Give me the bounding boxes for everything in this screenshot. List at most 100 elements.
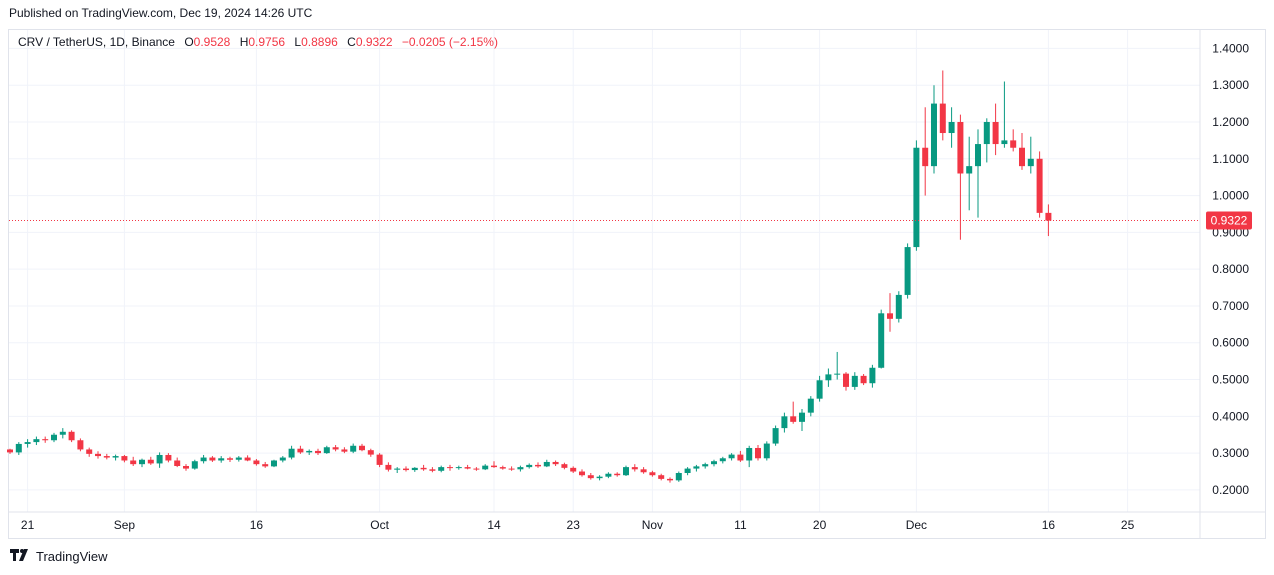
candle-body <box>359 445 365 451</box>
candle-body <box>77 440 84 450</box>
candle-body <box>306 450 313 453</box>
candle-body <box>623 467 629 476</box>
candle-body <box>464 467 471 469</box>
candle-body <box>526 464 533 468</box>
candle-body <box>640 469 647 473</box>
candle-body <box>675 472 682 481</box>
candle-body <box>543 461 550 467</box>
close-label: C <box>347 35 356 49</box>
candle-body <box>737 454 744 461</box>
candle-body <box>209 457 216 461</box>
low-label: L <box>294 35 302 49</box>
candle-body <box>191 461 198 469</box>
candle-body <box>271 460 277 467</box>
y-tick-label: 1.0000 <box>1212 189 1249 203</box>
candle-body <box>218 458 225 461</box>
candle-body <box>913 147 920 248</box>
candle-body <box>24 442 31 444</box>
candle-body <box>631 467 638 470</box>
candle-body <box>350 445 357 452</box>
candle-body <box>948 121 955 134</box>
candle-body <box>614 473 621 476</box>
candle-body <box>957 121 964 174</box>
y-tick-label: 0.4000 <box>1212 409 1249 423</box>
symbol-title[interactable]: CRV / TetherUS, 1D, Binance <box>18 35 175 49</box>
open-label: O <box>184 35 194 49</box>
x-tick-label: Nov <box>642 518 663 532</box>
candle-body <box>605 473 612 477</box>
x-tick-label: 23 <box>567 518 581 532</box>
candle-body <box>315 450 321 454</box>
candle-body <box>15 443 22 453</box>
candle-body <box>746 447 753 461</box>
candle-body <box>147 459 154 464</box>
candle-body <box>473 468 480 470</box>
last-price-badge <box>1206 211 1252 230</box>
candle-body <box>95 453 101 457</box>
candle-body <box>288 448 295 458</box>
candle-body <box>843 373 849 387</box>
candle-body <box>904 247 911 295</box>
y-tick-label: 1.4000 <box>1212 41 1249 55</box>
candle-body <box>966 166 973 174</box>
x-tick-label: 11 <box>734 518 747 532</box>
candle-body <box>447 467 453 469</box>
y-tick-label: 1.2000 <box>1212 115 1249 129</box>
candle-body <box>763 443 770 459</box>
candle-body <box>895 294 902 319</box>
candle-body <box>579 471 585 476</box>
candle-body <box>684 468 691 473</box>
candle-body <box>183 466 189 469</box>
candle-body <box>508 468 515 470</box>
symbol-legend: CRV / TetherUS, 1D, Binance O0.9528 H0.9… <box>18 35 498 49</box>
candle-body <box>130 460 137 465</box>
candle-body <box>860 375 867 384</box>
candle-body <box>1010 140 1017 148</box>
candle-body <box>658 475 665 479</box>
y-tick-label: 1.1000 <box>1212 152 1249 166</box>
candle-body <box>438 467 445 471</box>
candle-body <box>121 456 128 461</box>
footer-brand[interactable]: TradingView <box>10 549 108 564</box>
candle-body <box>719 458 726 462</box>
candle-body <box>341 449 348 452</box>
x-tick-label: 16 <box>250 518 264 532</box>
candle-body <box>834 373 841 375</box>
high-label: H <box>239 35 249 49</box>
candle-body <box>262 464 269 467</box>
x-tick-label: 21 <box>21 518 35 532</box>
x-tick-label: Oct <box>370 518 389 532</box>
candle-body <box>429 469 436 471</box>
candle-body <box>878 313 885 368</box>
last-price-label: 0.9322 <box>1211 214 1248 228</box>
candle-body <box>59 431 66 435</box>
candle-body <box>297 448 304 453</box>
candle-body <box>728 454 735 459</box>
candle-body <box>1027 158 1034 167</box>
published-line: Published on TradingView.com, Dec 19, 20… <box>9 6 313 20</box>
candle-body <box>922 147 929 167</box>
candle-body <box>1019 147 1025 167</box>
candle-body <box>103 456 110 458</box>
candle-body <box>1036 158 1043 213</box>
candle-body <box>939 103 946 134</box>
candle-body <box>86 449 93 454</box>
high-value: 0.9756 <box>248 35 286 49</box>
candle-body <box>200 457 207 462</box>
candle-body <box>68 431 75 441</box>
candle-body <box>33 439 40 443</box>
y-tick-label: 0.2000 <box>1212 483 1249 497</box>
x-tick-label: Sep <box>114 518 136 532</box>
candle-body <box>816 380 823 399</box>
candle-body <box>139 459 145 465</box>
candle-body <box>711 461 717 465</box>
tradingview-logo-icon <box>10 549 32 564</box>
candle-body <box>156 454 163 464</box>
candle-body <box>235 457 242 460</box>
candle-body <box>517 467 524 470</box>
candle-body <box>649 472 656 476</box>
open-value: 0.9528 <box>193 35 231 49</box>
y-tick-label: 0.5000 <box>1212 373 1249 387</box>
candle-body <box>807 398 814 413</box>
